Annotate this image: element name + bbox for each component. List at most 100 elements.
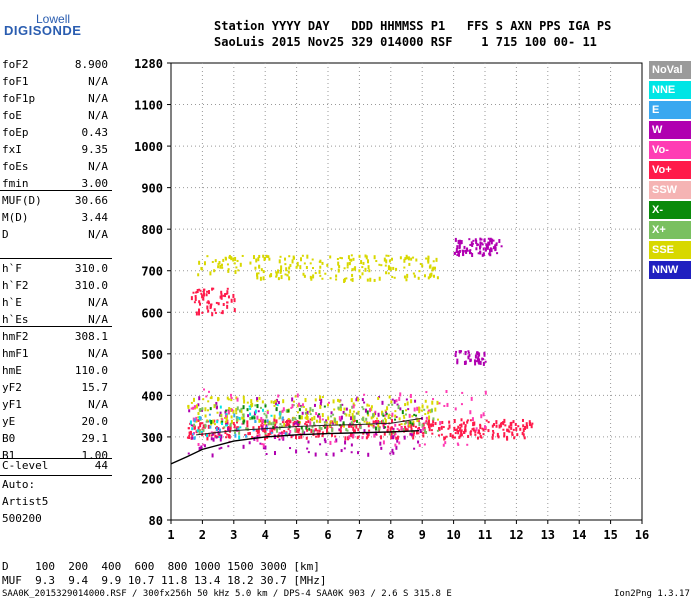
data-point xyxy=(193,425,196,430)
param-value: 110.0 xyxy=(74,364,108,377)
panel-separator xyxy=(0,326,112,327)
data-point xyxy=(466,419,469,422)
data-point xyxy=(338,399,341,403)
data-point xyxy=(262,423,265,426)
data-point xyxy=(273,423,276,427)
data-point xyxy=(326,424,329,429)
data-point xyxy=(294,428,297,433)
data-point xyxy=(233,262,236,265)
data-point xyxy=(246,408,249,412)
data-point xyxy=(292,404,295,407)
data-point xyxy=(242,405,245,410)
data-point xyxy=(438,402,441,405)
data-point xyxy=(411,415,414,418)
data-point xyxy=(343,267,346,270)
data-point xyxy=(264,432,267,435)
data-point xyxy=(224,410,227,414)
data-point xyxy=(464,425,467,428)
data-point xyxy=(285,424,288,427)
data-point xyxy=(197,412,200,416)
data-point xyxy=(286,419,289,424)
data-point xyxy=(240,407,243,410)
data-point xyxy=(313,403,316,407)
data-point xyxy=(424,399,427,403)
data-point xyxy=(194,296,197,301)
data-point xyxy=(399,256,402,260)
x-tick-label: 7 xyxy=(356,528,363,542)
data-point xyxy=(296,261,299,266)
data-point xyxy=(201,407,204,411)
data-point xyxy=(296,422,299,426)
data-point xyxy=(224,420,227,423)
data-point xyxy=(374,410,377,413)
data-point xyxy=(416,406,419,411)
data-point xyxy=(339,256,342,259)
data-point xyxy=(298,428,301,432)
data-point xyxy=(506,428,509,432)
data-point xyxy=(370,416,373,420)
data-point xyxy=(217,427,220,430)
data-point xyxy=(312,429,315,433)
data-point xyxy=(214,434,217,438)
data-point xyxy=(425,257,428,260)
data-point xyxy=(296,411,299,414)
data-point xyxy=(415,258,418,262)
data-point xyxy=(199,302,202,306)
data-point xyxy=(410,433,413,437)
data-point xyxy=(307,420,310,424)
param-name: foEs xyxy=(2,160,29,173)
data-point xyxy=(361,406,364,409)
data-point xyxy=(472,427,475,432)
data-point xyxy=(281,409,284,413)
y-tick-label: 200 xyxy=(141,472,163,486)
data-point xyxy=(335,274,338,278)
param-value: 9.35 xyxy=(81,143,109,156)
data-point xyxy=(374,426,377,431)
data-point xyxy=(214,259,217,263)
data-point xyxy=(469,431,472,435)
data-point xyxy=(334,435,337,438)
data-point xyxy=(280,431,283,435)
data-point xyxy=(390,435,393,440)
data-point xyxy=(251,416,254,420)
data-point xyxy=(463,430,466,434)
data-point xyxy=(484,360,487,363)
data-point xyxy=(530,424,533,429)
data-point xyxy=(222,302,225,306)
param-row-fof1p: foF1p N/A xyxy=(2,92,108,108)
panel-separator xyxy=(0,475,112,476)
data-point xyxy=(295,421,298,425)
data-point xyxy=(321,261,324,265)
data-point xyxy=(394,410,397,413)
data-point xyxy=(254,266,257,270)
data-point xyxy=(408,413,411,418)
data-point xyxy=(230,397,233,402)
data-point xyxy=(350,424,353,428)
data-point xyxy=(303,274,306,278)
data-point xyxy=(297,430,300,434)
panel-separator xyxy=(0,258,112,259)
data-point xyxy=(299,265,302,270)
param-name: hmE xyxy=(2,364,22,377)
data-point xyxy=(458,249,461,253)
data-point xyxy=(364,267,367,272)
data-point xyxy=(491,436,494,440)
data-point xyxy=(380,264,383,267)
data-point xyxy=(413,274,416,278)
data-point xyxy=(466,443,469,446)
data-point xyxy=(500,245,503,248)
data-point xyxy=(380,420,383,425)
data-point xyxy=(380,446,383,450)
data-point xyxy=(203,388,206,391)
data-point xyxy=(193,423,196,427)
data-point xyxy=(207,300,210,304)
data-point xyxy=(242,421,245,425)
data-point xyxy=(284,257,287,261)
data-point xyxy=(329,277,332,280)
data-point xyxy=(470,252,473,255)
data-point xyxy=(349,416,352,421)
data-point xyxy=(270,431,273,434)
data-point xyxy=(392,266,395,270)
series-w-2nd-hop xyxy=(453,237,503,257)
data-point xyxy=(442,426,445,429)
